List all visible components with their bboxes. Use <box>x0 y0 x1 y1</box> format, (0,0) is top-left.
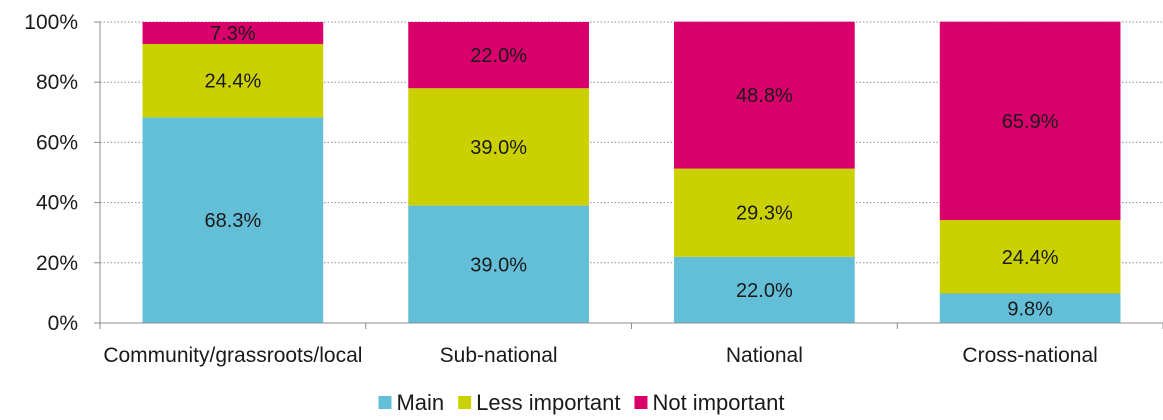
data-label-less-important-sub-national: 39.0% <box>470 137 527 159</box>
bar-segment-not-important-community-grassroots-local <box>142 22 324 44</box>
data-label-not-important-national: 48.8% <box>736 85 793 107</box>
bar-group-national: 22.0% 29.3% 48.8% <box>674 21 855 323</box>
bar-group-sub-national: 39.0% 39.0% 22.0% <box>408 22 589 323</box>
data-label-less-important-national: 29.3% <box>736 203 793 225</box>
bars: 68.3% 24.4% 7.3% 39.0% 39.0% 22.0% 22.0% 29.3% 4… <box>142 21 1121 324</box>
x-tick-label-national: National <box>726 344 803 367</box>
data-label-main-national: 22.0% <box>736 280 793 302</box>
bar-segment-main-cross-national <box>939 293 1121 323</box>
bar-segment-main-national <box>674 256 855 323</box>
y-tick-label-20: 20% <box>36 252 78 275</box>
data-label-main-community-grassroots-local: 68.3% <box>205 210 262 232</box>
axes <box>94 21 1163 329</box>
bar-segment-less-important-community-grassroots-local <box>142 43 324 118</box>
data-label-main-cross-national: 9.8% <box>1007 298 1053 320</box>
y-tick-label-80: 80% <box>36 71 78 94</box>
legend-item-not-important: Not important <box>634 390 785 415</box>
data-label-not-important-sub-national: 22.0% <box>470 45 527 67</box>
x-tick-label-community-grassroots-local: Community/grassroots/local <box>103 344 362 367</box>
bar-segment-less-important-cross-national <box>939 220 1121 294</box>
bar-segment-not-important-cross-national <box>939 21 1121 221</box>
bar-segment-main-community-grassroots-local <box>142 117 324 324</box>
bar-segment-less-important-national <box>674 168 855 257</box>
bar-group-community-grassroots-local: 68.3% 24.4% 7.3% <box>142 22 324 324</box>
legend-swatch-not-important <box>634 396 648 409</box>
data-label-less-important-cross-national: 24.4% <box>1002 247 1059 269</box>
x-tick-label-sub-national: Sub-national <box>440 344 558 367</box>
data-label-less-important-community-grassroots-local: 24.4% <box>205 71 262 93</box>
data-label-not-important-community-grassroots-local: 7.3% <box>210 23 256 45</box>
y-tick-label-60: 60% <box>36 131 78 154</box>
legend-item-main: Main <box>378 390 444 415</box>
x-tick-label-cross-national: Cross-national <box>962 344 1097 367</box>
y-tick-label-100: 100% <box>24 11 78 34</box>
data-label-not-important-cross-national: 65.9% <box>1002 111 1059 133</box>
y-tick-label-40: 40% <box>36 192 78 215</box>
legend-label-less-important: Less important <box>476 390 620 415</box>
legend: Main Less important Not important <box>378 390 785 415</box>
bar-segment-not-important-sub-national <box>408 22 589 89</box>
legend-item-less-important: Less important <box>458 390 620 415</box>
legend-swatch-less-important <box>458 396 472 409</box>
bar-segment-main-sub-national <box>408 205 589 323</box>
y-axis-tick-labels: 0% 20% 40% 60% 80% 100% <box>24 11 78 335</box>
bar-segment-less-important-sub-national <box>408 88 589 206</box>
bar-segment-not-important-national <box>674 21 855 169</box>
legend-swatch-main <box>378 396 392 409</box>
x-axis-tick-labels: Community/grassroots/local Sub-national Na… <box>103 344 1098 367</box>
y-tick-label-0: 0% <box>48 312 78 335</box>
legend-label-not-important: Not important <box>652 390 784 415</box>
data-label-main-sub-national: 39.0% <box>470 254 527 276</box>
legend-label-main: Main <box>396 390 444 415</box>
bar-group-cross-national: 9.8% 24.4% 65.9% <box>939 21 1121 323</box>
